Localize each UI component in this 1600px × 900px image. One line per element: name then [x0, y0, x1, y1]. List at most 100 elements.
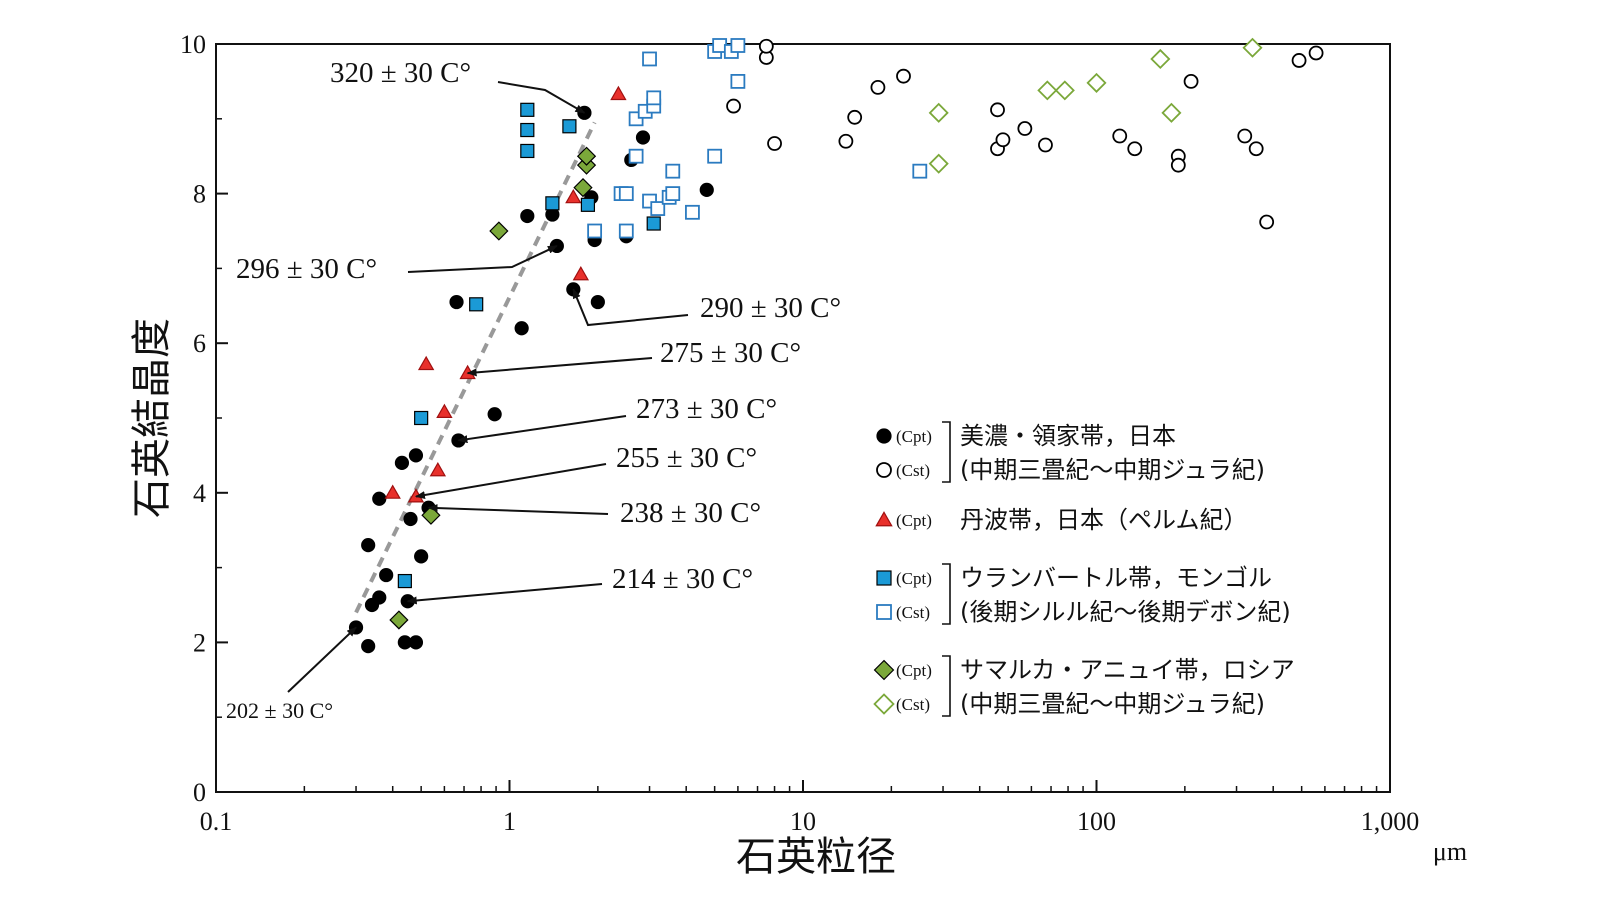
legend-triangle-marker [875, 511, 893, 527]
circle-filled-point [414, 549, 429, 564]
square-filled-point [580, 197, 596, 212]
square-open-point [646, 90, 662, 106]
y-tick-label: 10 [180, 30, 206, 59]
x-tick-label: 1 [503, 807, 516, 836]
annotation-arrow [414, 463, 607, 499]
annotation-arrow [572, 288, 689, 327]
x-axis-unit: μm [1433, 837, 1467, 866]
legend-tag: (Cpt) [896, 661, 932, 680]
circle-filled-point [394, 455, 410, 470]
diamond-open-point [1242, 37, 1263, 58]
legend-tag: (Cst) [896, 461, 930, 480]
circle-open-point [990, 102, 1005, 118]
y-tick-label: 6 [193, 329, 206, 358]
circle-open-point [1259, 214, 1275, 230]
x-tick-label: 100 [1077, 807, 1116, 836]
circle-open-point [1017, 121, 1033, 136]
triangle-filled-point [417, 355, 435, 371]
legend-bracket [942, 655, 951, 717]
legend-text: サマルカ・アニュイ帯，ロシア [960, 656, 1295, 684]
diamond-filled-point [389, 610, 409, 630]
square-open-point [707, 148, 723, 164]
legend-text: (中期三畳紀～中期ジュラ紀) [960, 456, 1265, 484]
square-open-point [618, 186, 634, 202]
y-tick-label: 0 [193, 778, 206, 807]
legend-text: 美濃・領家帯，日本 [960, 422, 1176, 450]
x-tick-label: 10 [790, 807, 816, 836]
square-open-point [618, 223, 634, 239]
circle-filled-point [361, 639, 376, 654]
square-filled-point [469, 297, 484, 312]
circle-open-point [1038, 137, 1053, 153]
circle-filled-point [590, 294, 605, 310]
diamond-filled-point [573, 177, 593, 198]
legend-text: (後期シルル紀～後期デボン紀) [960, 598, 1291, 626]
circle-open-point [1170, 157, 1186, 173]
circle-open-point [847, 109, 863, 125]
circle-filled-point [635, 130, 651, 145]
diamond-open-point [1161, 102, 1182, 123]
circle-filled-point [487, 407, 502, 422]
square-open-point [730, 74, 746, 89]
legend-diamond-marker [873, 693, 895, 715]
legend-circle-marker [876, 428, 892, 444]
square-open-point [642, 51, 657, 67]
legend-tag: (Cst) [896, 603, 930, 622]
circle-open-point [1112, 128, 1128, 144]
diamond-open-point [1150, 48, 1171, 70]
annotation-label: 290 ± 30 C° [700, 292, 841, 324]
triangle-filled-point [565, 188, 582, 204]
square-filled-point [520, 143, 535, 159]
square-open-point [685, 204, 700, 220]
annotation-arrow [427, 504, 609, 515]
circle-filled-point [699, 182, 714, 197]
y-tick-label: 2 [193, 628, 206, 657]
x-tick-label: 0.1 [200, 807, 233, 836]
legend-tag: (Cpt) [896, 511, 932, 530]
circle-open-point [1248, 141, 1264, 157]
square-filled-point [562, 119, 577, 134]
dashed-trend-line [354, 121, 597, 614]
triangle-filled-point [572, 266, 590, 281]
x-axis-title: 石英粒径 [736, 834, 896, 880]
circle-open-point [870, 79, 886, 95]
circle-filled-point [520, 208, 535, 224]
annotation-arrow [406, 583, 603, 605]
diamond-open-point [1037, 80, 1058, 101]
circle-open-point [1291, 53, 1307, 68]
square-open-point [587, 223, 603, 239]
square-filled-point [646, 216, 661, 231]
square-open-point [665, 186, 681, 202]
diamond-open-point [1086, 72, 1107, 93]
circle-filled-point [361, 538, 376, 553]
annotation-arrow [497, 81, 586, 114]
x-tick-label: 1,000 [1361, 807, 1420, 836]
annotation-label: 296 ± 30 C° [236, 253, 377, 285]
circle-open-point [767, 136, 782, 151]
diamond-filled-point [576, 146, 597, 166]
legend: (Cpt) (Cst) 美濃・領家帯，日本 (中期三畳紀～中期ジュラ紀) (Cpt) 丹波… [873, 421, 1295, 718]
circle-open-point [896, 68, 911, 84]
annotation-arrow [457, 415, 627, 444]
legend-square-marker [876, 604, 892, 620]
circle-open-point [838, 133, 854, 149]
square-open-point [912, 163, 928, 179]
triangle-filled-point [429, 462, 447, 477]
data-points [348, 37, 1324, 654]
circle-open-point [1308, 45, 1324, 61]
square-filled-point [520, 102, 535, 117]
square-filled-point [414, 410, 429, 426]
y-tick-label: 4 [193, 479, 206, 508]
circle-filled-point [403, 511, 418, 527]
square-filled-point [545, 196, 560, 211]
legend-text: 丹波帯，日本（ペルム紀） [960, 506, 1248, 534]
circle-filled-point [449, 294, 464, 310]
annotation-label: 275 ± 30 C° [660, 337, 801, 369]
legend-bracket [942, 563, 951, 625]
square-open-point [628, 148, 644, 164]
circle-open-point [995, 132, 1011, 148]
legend-text: ウランバートル帯，モンゴル [960, 564, 1272, 592]
circle-filled-point [372, 590, 387, 605]
square-open-point [665, 163, 681, 179]
